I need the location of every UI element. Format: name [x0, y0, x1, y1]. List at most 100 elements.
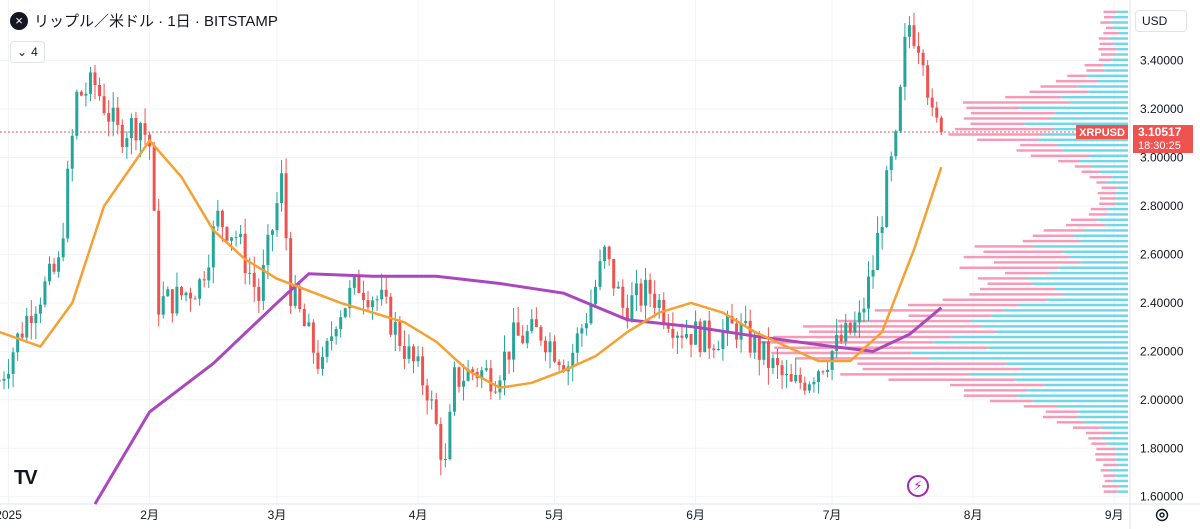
volume-bar-up: [1113, 15, 1128, 19]
volume-bar-down: [966, 106, 1021, 110]
volume-bar-down: [1100, 469, 1111, 472]
volume-bar-up: [1106, 213, 1128, 216]
y-tick-label: 2.60000: [1140, 247, 1184, 261]
volume-bar-down: [963, 394, 1018, 397]
candle-body: [516, 322, 520, 336]
volume-bar-up: [1098, 218, 1128, 222]
candle-body: [52, 263, 56, 272]
candle-body: [694, 321, 698, 345]
candle-body: [143, 123, 147, 135]
volume-profile: [759, 10, 1128, 493]
close-icon[interactable]: ×: [10, 11, 28, 30]
volume-bar-up: [1113, 26, 1128, 30]
volume-bar-down: [1102, 485, 1119, 488]
candle-body: [7, 373, 11, 379]
current-price-value: 3.10517: [1138, 125, 1182, 139]
x-tick-label: 7月: [823, 508, 842, 522]
volume-bar-down: [1098, 37, 1109, 40]
candle-body: [803, 382, 807, 391]
volume-bar-down: [1104, 15, 1114, 19]
candle-body: [507, 351, 511, 360]
candle-body: [307, 322, 311, 327]
volume-bar-up: [1108, 37, 1128, 40]
volume-bar-up: [933, 341, 1128, 344]
candle-body: [316, 352, 320, 369]
candle-body: [780, 365, 784, 376]
volume-bar-up: [987, 346, 1128, 349]
candle-body: [116, 107, 120, 125]
volume-bar-down: [759, 341, 934, 344]
volume-bar-down: [950, 383, 1045, 387]
candle-body: [11, 352, 15, 374]
volume-bar-up: [981, 325, 1128, 328]
candle-body: [739, 323, 743, 340]
candle-body: [25, 316, 29, 338]
volume-bar-up: [1115, 447, 1128, 451]
candle-body: [926, 65, 930, 98]
volume-bar-down: [969, 293, 1063, 296]
candle-body: [607, 246, 611, 260]
candle-body: [457, 367, 461, 387]
candle-body: [480, 370, 484, 379]
candle-body: [744, 320, 748, 324]
volume-bar-up: [1049, 271, 1128, 275]
candle-body: [20, 333, 24, 338]
bar-countdown: 18:30:25: [1138, 140, 1181, 152]
candle-body: [298, 286, 302, 309]
candle-body: [584, 323, 588, 329]
candle-body: [721, 331, 725, 350]
volume-bar-up: [995, 330, 1128, 333]
candle-body: [530, 319, 534, 332]
candle-body: [75, 91, 79, 136]
candle-body: [707, 320, 711, 349]
y-tick-label: 1.80000: [1140, 441, 1184, 455]
candle-body: [439, 423, 443, 460]
candle-body: [443, 459, 447, 461]
candle-body: [289, 238, 293, 306]
candle-body: [894, 131, 898, 157]
volume-bar-up: [1089, 154, 1128, 158]
indicator-toggle-button[interactable]: ⌄ 4: [10, 41, 45, 63]
volume-bar-down: [983, 250, 1063, 253]
volume-bar-up: [1115, 202, 1128, 206]
candle-body: [48, 263, 51, 282]
volume-bar-down: [1101, 186, 1117, 190]
settings-icon[interactable]: [1154, 507, 1170, 523]
candle-body: [880, 226, 884, 233]
candle-body: [139, 123, 142, 141]
candle-body: [189, 292, 193, 299]
candle-body: [794, 374, 798, 382]
volume-bar-up: [1115, 191, 1128, 195]
volume-bar-up: [1020, 106, 1128, 110]
volume-bar-down: [1081, 170, 1101, 174]
candle-body: [57, 257, 61, 272]
volume-bar-down: [989, 399, 1033, 403]
candle-body: [389, 296, 393, 335]
candle-body: [835, 334, 839, 351]
candle-body: [380, 289, 384, 300]
symbol-label: XRPUSD: [1079, 127, 1125, 139]
volume-bar-down: [979, 287, 1055, 291]
candle-body: [753, 336, 757, 353]
volume-bar-down: [1043, 229, 1085, 232]
candle-body: [484, 368, 488, 371]
volume-bar-down: [1103, 463, 1119, 467]
candle-body: [907, 25, 911, 37]
moving-average-long: [93, 272, 943, 505]
candle-body: [384, 289, 388, 297]
volume-bar-up: [1110, 431, 1128, 435]
candle-body: [912, 25, 916, 47]
candle-body: [862, 308, 866, 313]
volume-bar-down: [908, 314, 992, 317]
volume-bar-up: [1054, 111, 1128, 115]
candle-body: [543, 340, 547, 353]
candle-body: [634, 283, 638, 296]
lightning-icon[interactable]: ⚡: [907, 475, 929, 497]
currency-select[interactable]: USD: [1135, 10, 1187, 32]
candle-body: [725, 315, 729, 332]
volume-bar-up: [1061, 95, 1128, 99]
candle-body: [598, 261, 602, 287]
candle-body: [698, 321, 702, 353]
candle-body: [430, 399, 434, 401]
